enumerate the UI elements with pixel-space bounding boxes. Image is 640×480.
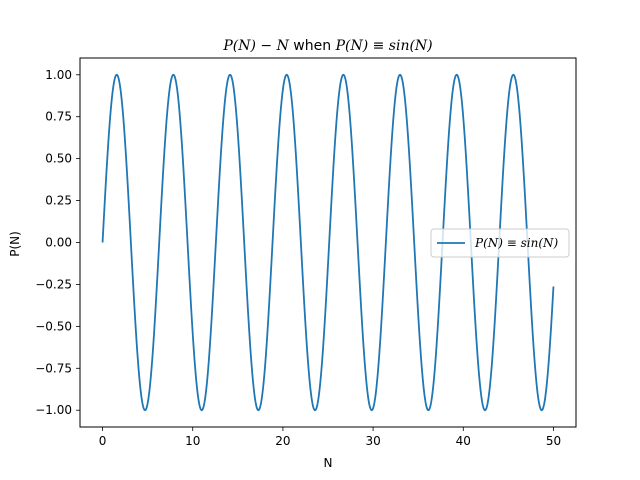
chart-title-lhs: P(N) − N [222,38,289,54]
y-tick-label: −0.25 [35,277,72,291]
y-axis-ticks: −1.00 −0.75 −0.50 −0.25 0.00 0.25 0.50 0.75 1.00 [35,68,80,417]
plot-frame [79,57,577,428]
y-tick-label: −0.75 [35,361,72,375]
x-tick-label: 30 [365,434,380,448]
y-tick-label: 0.75 [45,110,72,124]
y-tick-label: 0.25 [45,194,72,208]
x-tick-label: 10 [185,434,200,448]
x-tick-label: 40 [456,434,471,448]
x-tick-label: 0 [99,434,107,448]
chart-title-mid: when [289,38,336,54]
y-tick-label: 0.50 [45,152,72,166]
y-tick-label: −1.00 [35,403,72,417]
legend: P(N) ≡ sin(N) [430,228,570,258]
plot-area [101,73,555,412]
legend-box [430,228,570,258]
y-axis-label: P(N) [8,231,22,257]
x-tick-label: 50 [546,434,561,448]
x-axis-ticks: 0 10 20 30 40 50 [99,427,561,448]
y-tick-label: 1.00 [45,68,72,82]
legend-label: P(N) ≡ sin(N) [474,236,559,250]
chart-title: P(N) − N when P(N) ≡ sin(N) [222,38,432,54]
x-tick-label: 20 [275,434,290,448]
series-line-0 [101,73,555,412]
y-tick-label: −0.50 [35,319,72,333]
y-tick-label: 0.00 [45,236,72,250]
chart-title-rhs: P(N) ≡ sin(N) [335,38,433,54]
x-axis-label: N [324,456,333,470]
